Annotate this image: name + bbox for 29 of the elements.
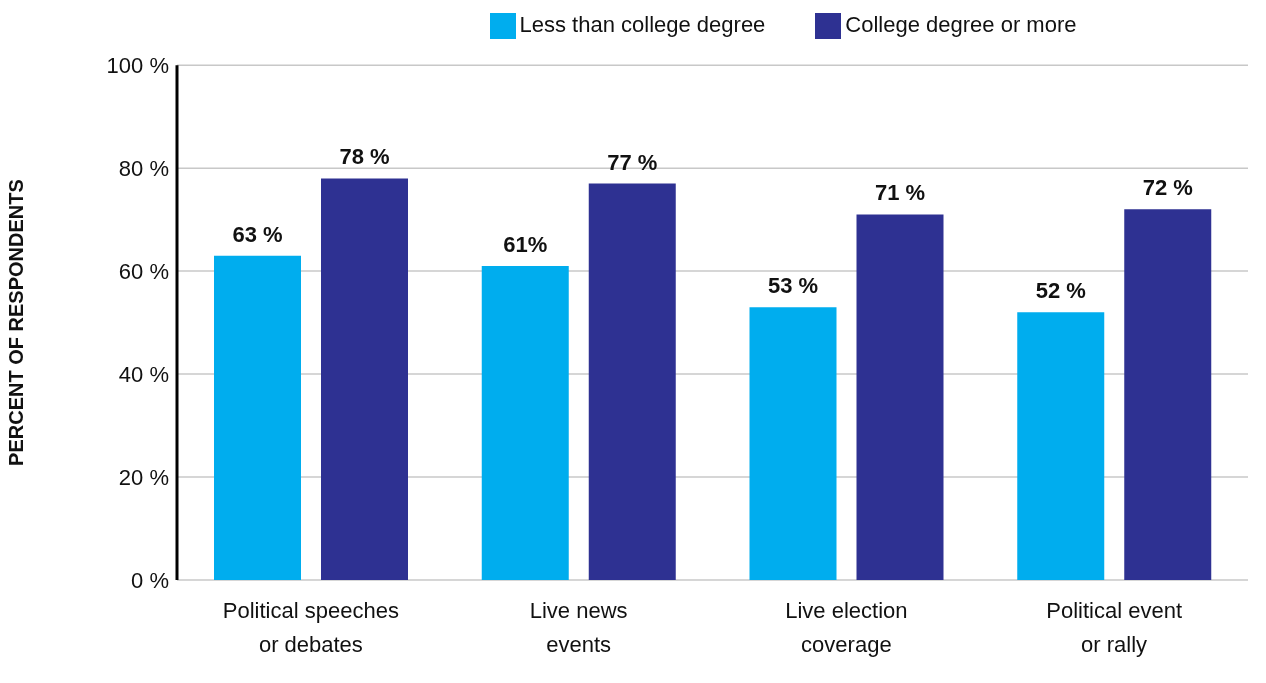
x-tick-label: Live news events [529, 598, 628, 657]
bar [856, 214, 944, 580]
legend-label: Less than college degree [519, 12, 766, 37]
bar [1017, 312, 1105, 580]
bar [321, 178, 408, 580]
bar [481, 265, 569, 580]
y-tick-label: 80 % [118, 155, 169, 181]
data-label: 52 % [1035, 278, 1086, 304]
y-tick-label: 20 % [118, 464, 169, 490]
y-tick-label: 100 % [106, 53, 169, 78]
data-label: 72 % [1142, 175, 1193, 201]
bar [214, 255, 301, 580]
x-tick-label: Live election coverage [785, 598, 908, 657]
bar [749, 307, 837, 580]
bar [588, 183, 676, 580]
data-label: 71 % [874, 180, 926, 206]
data-label: 77 % [607, 149, 658, 175]
x-tick-label: Political speeches or debates [222, 598, 399, 657]
data-label: 63 % [232, 221, 283, 247]
data-label: 78 % [339, 144, 390, 170]
data-label: 53 % [767, 273, 819, 299]
y-tick-label: 40 % [118, 361, 169, 387]
y-tick-label: 0 % [131, 567, 169, 593]
x-tick-label: Political event or rally [1046, 598, 1182, 657]
bar [1124, 209, 1212, 580]
y-tick-label: 60 % [118, 258, 169, 284]
data-label: 61% [503, 231, 548, 257]
legend-label: College degree or more [845, 12, 1077, 37]
y-axis-title: PERCENT OF RESPONDENTS [5, 179, 28, 466]
